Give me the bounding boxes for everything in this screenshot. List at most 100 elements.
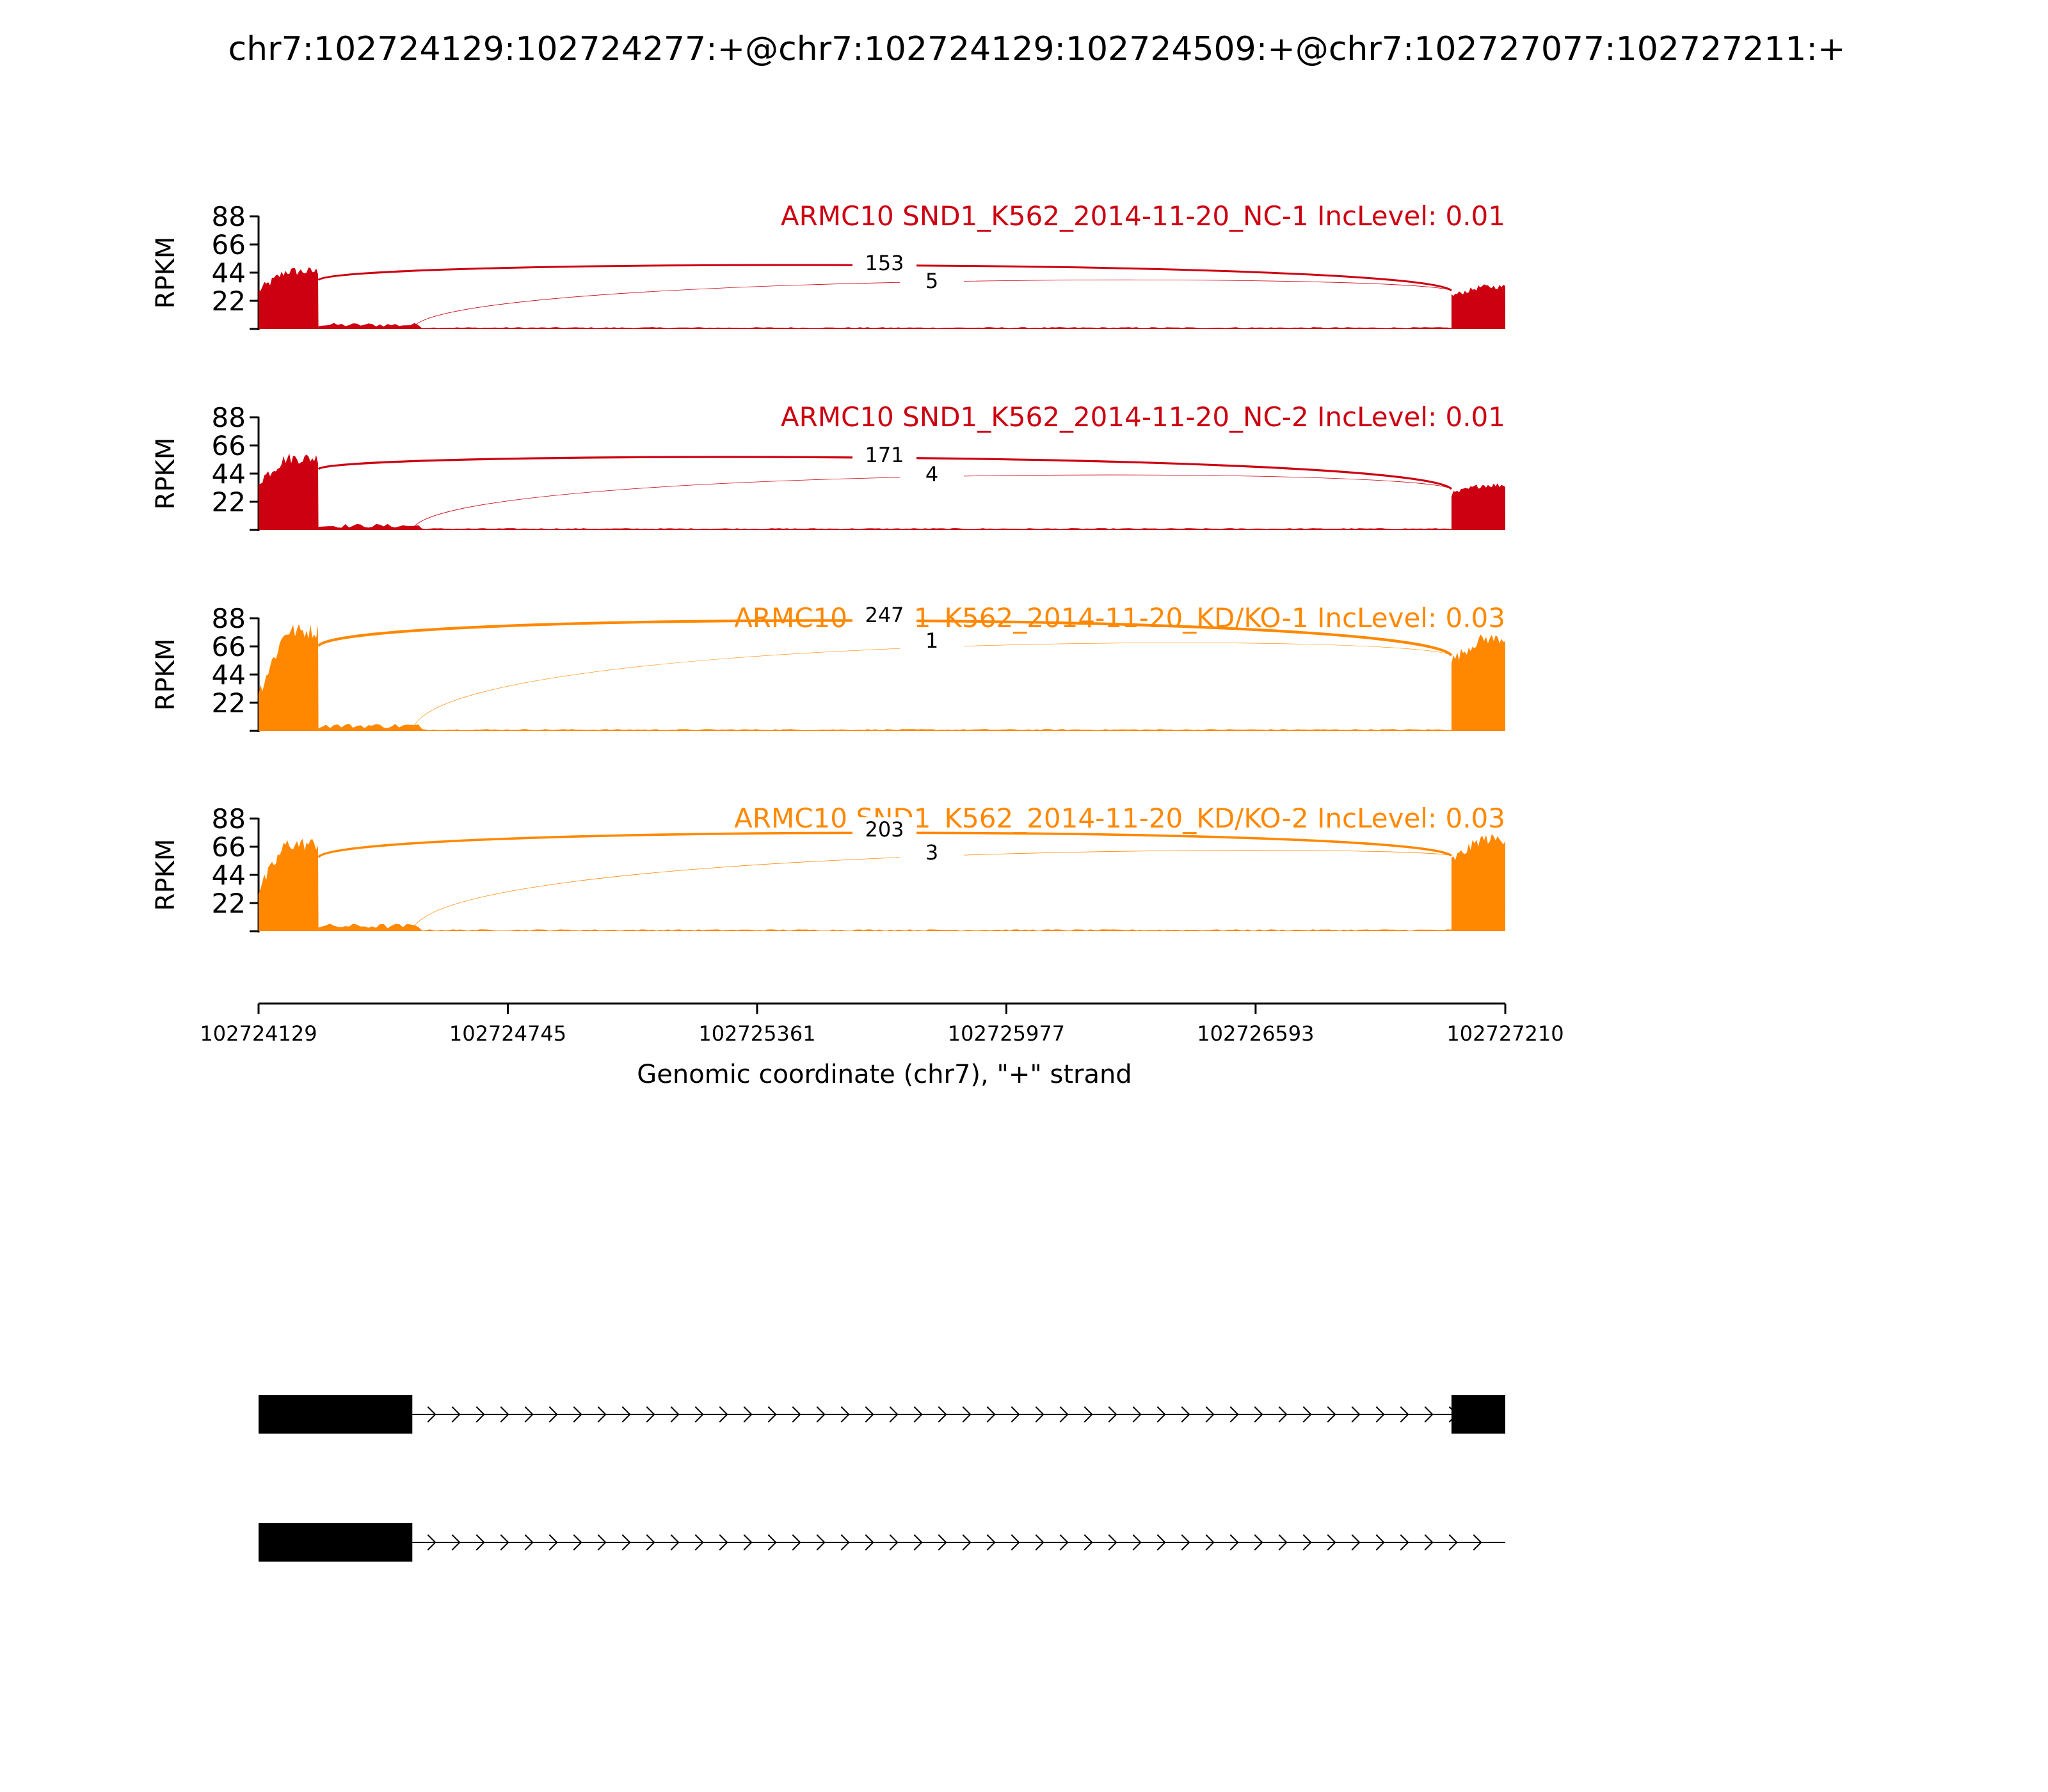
strand-arrow — [1400, 1534, 1409, 1551]
strand-arrow — [1278, 1406, 1288, 1423]
track-label: ARMC10 SND1_K562_2014-11-20_NC-2 IncLeve… — [781, 401, 1505, 433]
strand-arrow — [865, 1534, 874, 1551]
y-tick-label: 44 — [212, 860, 246, 891]
strand-arrow — [719, 1406, 728, 1423]
strand-arrow — [767, 1406, 777, 1423]
strand-arrow — [1327, 1534, 1336, 1551]
coverage-intron — [318, 723, 1452, 731]
strand-arrow — [621, 1534, 631, 1551]
y-axis-label: RPKM — [151, 839, 180, 911]
y-tick-label: 88 — [212, 603, 246, 634]
strand-arrow — [913, 1406, 923, 1423]
coverage-exon-3 — [1451, 284, 1505, 329]
y-tick-label: 66 — [212, 430, 246, 461]
junction-count: 3 — [925, 840, 938, 865]
strand-arrow — [889, 1534, 899, 1551]
coverage-exon-3 — [1451, 483, 1505, 530]
strand-arrow — [865, 1406, 874, 1423]
junction-count: 153 — [865, 251, 904, 275]
strand-arrow — [1254, 1406, 1263, 1423]
junction-count-box — [900, 462, 964, 488]
strand-arrow — [1205, 1534, 1215, 1551]
strand-arrow — [1351, 1406, 1361, 1423]
x-tick-label: 102725977 — [948, 1021, 1065, 1046]
strand-arrow — [500, 1406, 509, 1423]
track-label: ARMC10 SND1_K562_2014-11-20_NC-1 IncLeve… — [781, 200, 1505, 232]
junction-count-box — [852, 603, 916, 628]
strand-arrow — [1108, 1406, 1117, 1423]
strand-arrow — [1059, 1406, 1069, 1423]
strand-arrow — [694, 1406, 704, 1423]
isoform-structures — [259, 1395, 1505, 1562]
strand-arrow — [1375, 1406, 1385, 1423]
strand-arrow — [427, 1406, 436, 1423]
y-axis-label: RPKM — [151, 639, 180, 711]
strand-arrow — [524, 1534, 534, 1551]
strand-arrow — [1424, 1534, 1434, 1551]
strand-arrow — [1302, 1534, 1312, 1551]
strand-arrow — [889, 1406, 899, 1423]
strand-arrow — [792, 1406, 801, 1423]
junction-count: 171 — [865, 443, 904, 467]
strand-arrow — [1205, 1406, 1215, 1423]
x-tick-label: 102724745 — [449, 1021, 566, 1046]
junction-count: 203 — [865, 817, 904, 842]
coverage-intron — [318, 924, 1452, 931]
junction-count: 1 — [925, 628, 938, 653]
strand-arrow — [548, 1534, 558, 1551]
strand-arrow — [427, 1534, 436, 1551]
junction-count: 4 — [925, 462, 938, 486]
y-tick-label: 66 — [212, 229, 246, 260]
strand-arrow — [1084, 1406, 1093, 1423]
strand-arrow — [1302, 1406, 1312, 1423]
strand-arrow — [1132, 1406, 1142, 1423]
x-tick-label: 102727210 — [1446, 1021, 1564, 1046]
strand-arrow — [1229, 1406, 1239, 1423]
strand-arrow — [451, 1406, 461, 1423]
strand-arrow — [1181, 1406, 1190, 1423]
strand-arrow — [1035, 1534, 1044, 1551]
strand-arrow — [1375, 1534, 1385, 1551]
strand-arrow — [1400, 1406, 1409, 1423]
strand-arrow — [1278, 1534, 1288, 1551]
strand-arrow — [1181, 1534, 1190, 1551]
junction-count: 5 — [925, 269, 938, 293]
strand-arrow — [1011, 1534, 1020, 1551]
strand-arrow — [938, 1406, 947, 1423]
strand-arrow — [816, 1534, 826, 1551]
strand-arrow — [621, 1406, 631, 1423]
strand-arrow — [597, 1406, 607, 1423]
strand-arrow — [476, 1406, 485, 1423]
strand-arrow — [573, 1534, 582, 1551]
strand-arrow — [1084, 1534, 1093, 1551]
x-axis-label: Genomic coordinate (chr7), "+" strand — [637, 1060, 1132, 1089]
strand-arrow — [1156, 1406, 1166, 1423]
y-tick-label: 88 — [212, 803, 246, 835]
strand-arrow — [694, 1534, 704, 1551]
strand-arrow — [1424, 1406, 1434, 1423]
coverage-intron — [318, 323, 1452, 329]
junction-count-box — [900, 269, 964, 294]
y-tick-label: 22 — [212, 888, 246, 919]
x-axis: 102724129 102724745 102725361 102725977 1027… — [200, 1002, 1564, 1046]
y-tick-label: 22 — [212, 285, 246, 317]
junction-count-box — [900, 628, 964, 654]
strand-arrow — [986, 1406, 996, 1423]
y-axis-label: RPKM — [151, 237, 180, 309]
strand-arrow — [840, 1534, 850, 1551]
strand-arrow — [1229, 1534, 1239, 1551]
strand-arrow — [548, 1406, 558, 1423]
y-tick-label: 22 — [212, 486, 246, 518]
coverage-intron — [318, 524, 1452, 530]
strand-arrow — [767, 1534, 777, 1551]
strand-arrow — [670, 1406, 680, 1423]
strand-arrow — [792, 1534, 801, 1551]
x-tick-label: 102726593 — [1197, 1021, 1314, 1046]
strand-arrow — [597, 1534, 607, 1551]
coverage-exon-3 — [1451, 834, 1505, 931]
